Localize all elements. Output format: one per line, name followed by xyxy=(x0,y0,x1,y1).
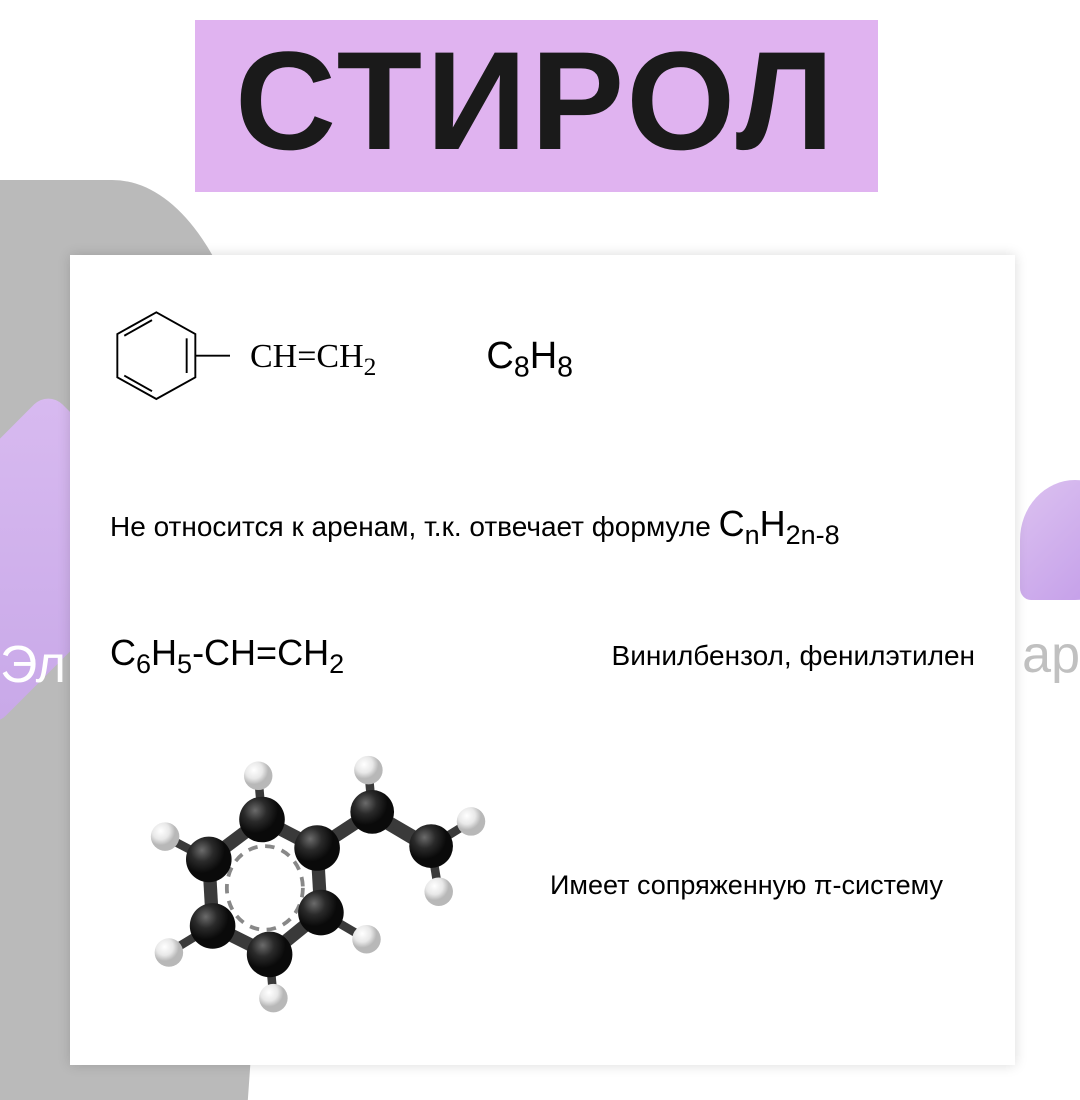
title-badge: СТИРОЛ xyxy=(195,20,878,192)
substituent-formula: CH=CH2 xyxy=(250,338,376,382)
row-3d-model: Имеет сопряженную π-систему xyxy=(110,746,975,1026)
benzene-ring-icon xyxy=(100,295,230,425)
row-structural-formula: CH=CH2 C8H8 xyxy=(110,295,975,425)
semistructural-formula: C6H5-CH=CH2 xyxy=(110,632,344,680)
empirical-formula: C8H8 xyxy=(486,335,573,385)
row-classification-note: Не относится к аренам, т.к. отвечает фор… xyxy=(110,495,975,557)
background-text-left: Эл xyxy=(0,635,66,695)
row-semistructural: C6H5-CH=CH2 Винилбензол, фенилэтилен xyxy=(110,632,975,680)
page-title: СТИРОЛ xyxy=(235,20,838,182)
background-purple-blob xyxy=(1020,480,1080,600)
conjugation-note: Имеет сопряженную π-систему xyxy=(550,870,943,901)
general-formula: CnH2n-8 xyxy=(719,503,840,544)
molecule-3d-icon xyxy=(110,746,490,1026)
alt-names: Винилбензол, фенилэтилен xyxy=(612,640,975,672)
content-card: CH=CH2 C8H8 Не относится к аренам, т.к. … xyxy=(70,255,1015,1065)
note-text: Не относится к аренам, т.к. отвечает фор… xyxy=(110,511,719,542)
background-text-right: ар xyxy=(1022,625,1080,685)
